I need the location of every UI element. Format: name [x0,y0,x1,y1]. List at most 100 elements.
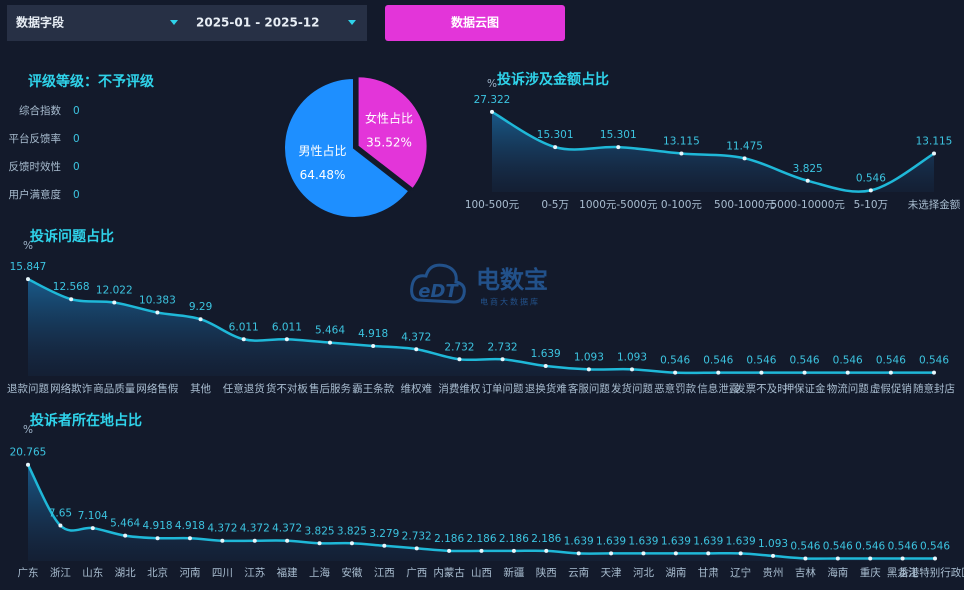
x-tick-label: 消费维权 [438,382,480,395]
x-tick-label: 福建 [277,566,298,579]
value-label: 2.732 [444,341,474,353]
x-tick-label: 吉林 [795,566,816,579]
point [742,156,747,161]
point [479,548,484,553]
value-label: 1.639 [693,535,723,547]
point [447,548,452,553]
point [802,370,807,375]
x-tick-label: 四川 [212,567,233,579]
value-label: 1.639 [661,535,691,547]
value-label: 15.301 [537,129,574,141]
value-label: 5.464 [315,325,345,337]
point [759,370,764,375]
point [328,340,332,345]
x-tick-label: 黑龙江 [887,566,919,579]
cloud-button-label[interactable]: 数据云图 [451,15,499,30]
point [457,357,462,362]
point [673,551,678,556]
value-label: 3.825 [793,163,823,175]
x-tick-label: 500-1000元 [714,199,776,211]
point [284,337,289,342]
point [26,462,30,467]
x-tick-label: 内蒙古 [433,566,465,579]
x-tick-label: 湖北 [115,567,136,579]
value-label: 2.186 [466,533,496,545]
x-tick-label: 任意退货 [223,382,265,395]
x-tick-label: 网络售假 [136,382,178,395]
point [371,343,376,348]
value-label: 0.546 [855,540,885,552]
value-label: 0.546 [823,540,853,552]
point [511,548,516,553]
value-label: 0.546 [703,355,733,367]
value-label: 1.639 [628,535,658,547]
point [868,556,873,561]
x-tick-label: 天津 [601,567,622,579]
value-label: 3.279 [369,528,399,540]
y-axis-label: % [487,78,497,90]
point [616,145,621,150]
watermark: eDT 电数宝 电商大数据库 [410,263,548,307]
point [716,370,721,375]
x-tick-label: 未选择金额 [908,198,961,211]
x-tick-label: 甘肃 [698,566,719,579]
value-label: 12.022 [96,285,133,297]
rating-value: 0 [73,161,80,173]
point [673,370,678,375]
dropdown-arrow[interactable] [170,20,178,25]
dropdown-arrow[interactable] [348,20,356,25]
x-tick-label: 货不对板 [266,382,308,395]
pie-label: 男性占比 [299,143,347,158]
x-tick-label: 发票不及时 [735,382,788,395]
point [932,370,936,375]
x-tick-label: 山西 [471,567,492,579]
filter-bar [7,5,367,41]
cloud-button[interactable] [385,5,565,41]
point [112,300,117,305]
point [630,367,634,372]
x-tick-label: 云南 [568,566,589,579]
x-tick-label: 广西 [406,567,427,579]
point [500,357,505,362]
value-label: 11.475 [726,140,763,152]
x-tick-label: 霸王条款 [352,382,394,395]
field-select[interactable]: 数据字段 [16,15,65,30]
pie-value: 64.48% [300,168,346,182]
value-label: 13.115 [663,136,700,148]
point [576,551,581,556]
value-label: 9.29 [189,301,212,313]
value-label: 2.186 [499,533,529,545]
rating-title: 评级等级：不予评级 [28,73,155,90]
point [349,541,354,546]
x-tick-label: 商品质量 [93,382,135,395]
pie-slice [283,76,411,219]
point [835,556,840,561]
x-tick-label: 新疆 [503,566,524,579]
point [932,151,936,156]
value-label: 12.568 [53,281,90,293]
x-tick-label: 发货问题 [611,382,653,395]
value-label: 10.383 [139,295,176,307]
point [187,536,192,541]
point [609,551,614,556]
point [285,538,290,543]
value-label: 2.732 [402,530,432,542]
x-tick-label: 江西 [374,567,395,579]
value-label: 1.093 [617,351,647,363]
value-label: 4.918 [175,520,205,532]
x-tick-label: 0-5万 [541,199,569,211]
value-label: 3.825 [337,525,367,537]
x-tick-label: 贵州 [763,566,784,579]
value-label: 20.765 [10,447,47,459]
pie-slice [356,75,429,191]
x-tick-label: 虚假促销 [870,382,912,395]
date-range[interactable]: 2025-01 - 2025-12 [196,16,320,30]
point [679,151,684,156]
value-label: 4.372 [240,523,270,535]
value-label: 15.847 [10,261,47,273]
value-label: 27.322 [474,94,511,106]
x-tick-label: 退款问题 [7,382,49,395]
x-tick-label: 售后服务 [309,382,351,395]
rating-label: 综合指数 [19,104,61,117]
point [414,347,419,352]
